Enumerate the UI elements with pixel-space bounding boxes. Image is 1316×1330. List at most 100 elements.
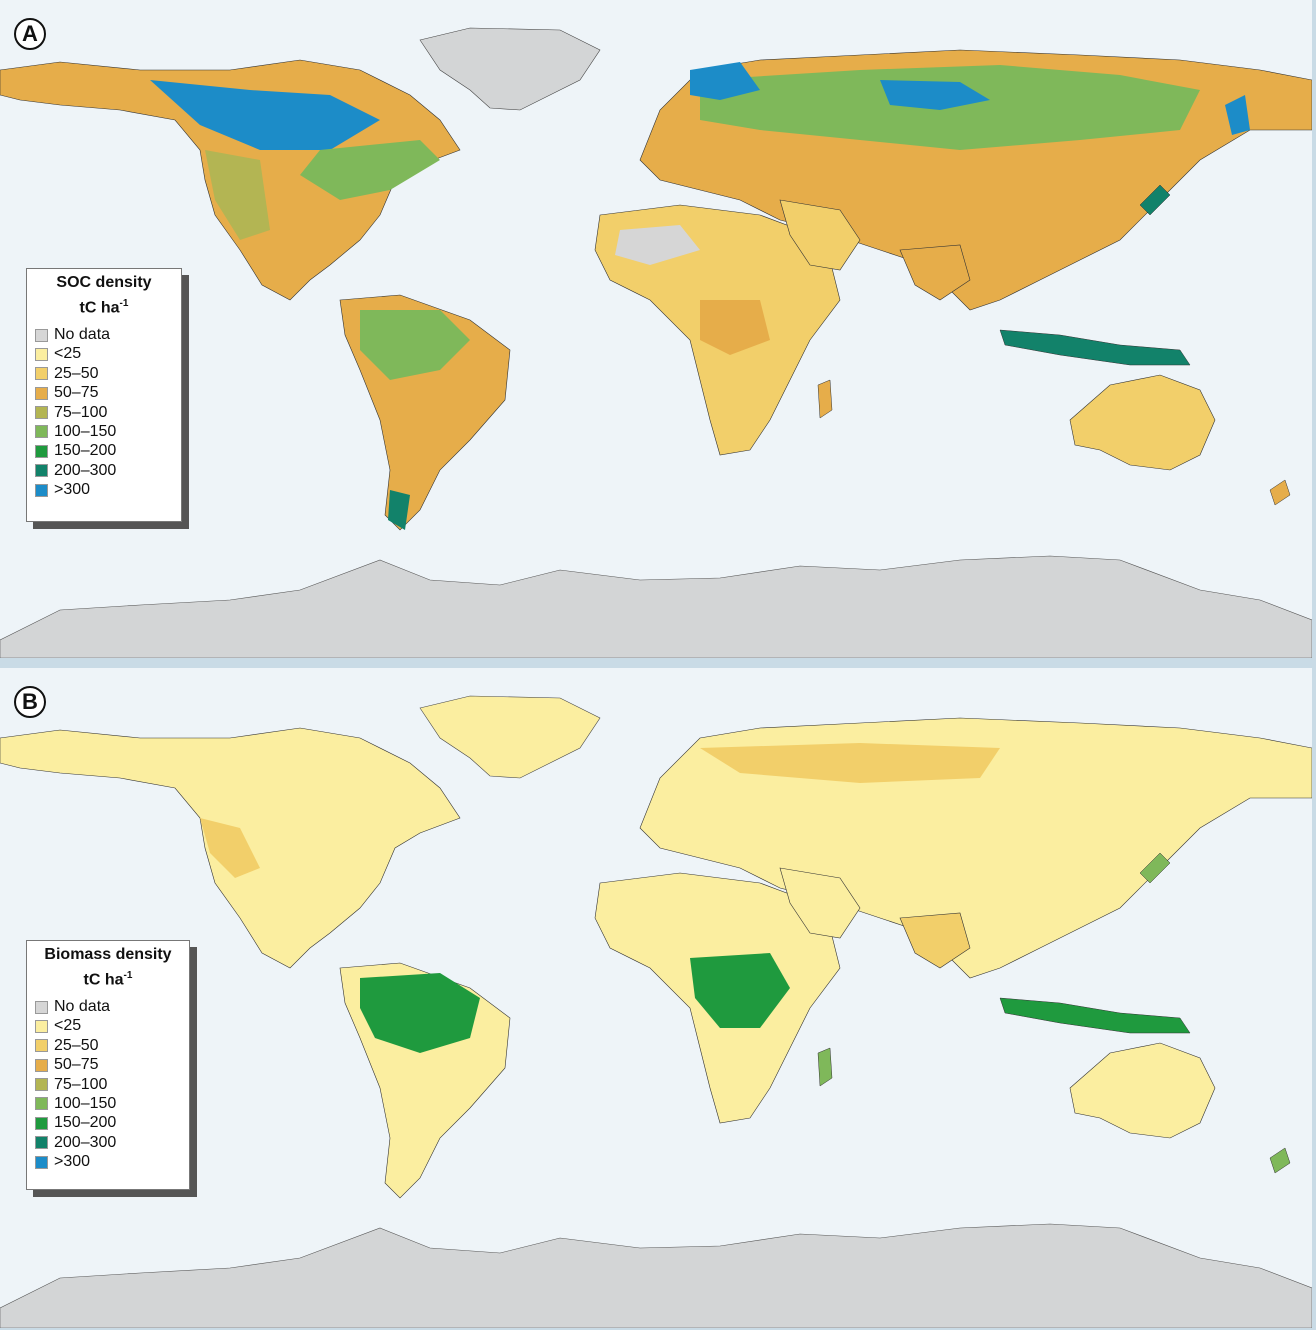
patagonia-soc [388,490,410,530]
legend-item-label: <25 [54,345,82,363]
legend-swatch [35,367,48,381]
legend-item: 25–50 [35,364,173,383]
madagascar-landmass [817,1047,833,1087]
biomass-density-map-panel: B [0,668,1312,1328]
legend-item-label: 200–300 [54,1133,117,1151]
legend-item: >300 [35,1152,181,1171]
congo-biomass [690,953,790,1028]
panel-label-a: A [14,18,46,50]
legend-item-label: 100–150 [54,422,117,440]
japan-landmass [1139,852,1171,884]
arabia-landmass [779,867,861,939]
legend-title: SOC density [56,274,152,291]
legend-item: <25 [35,1017,181,1036]
legend-swatch [35,1019,48,1033]
soc-density-map-panel: A [0,0,1312,658]
legend-swatch [35,1078,48,1092]
legend-item: 75–100 [35,1075,181,1094]
sahara-no-data [615,225,700,265]
legend-unit: tC ha-1 [35,293,173,319]
legend-swatch [35,386,48,400]
legend-item: 200–300 [35,1133,181,1152]
legend-swatch [35,483,48,497]
greenland-landmass [419,695,601,779]
scandinavia-soc [690,62,760,100]
legend-item-label: 50–75 [54,384,99,402]
biomass-density-legend: Biomass density tC ha-1 No data <25 25–50 5… [26,940,190,1190]
panel-label-b: B [14,686,46,718]
new-zealand-landmass [1269,1147,1291,1174]
legend-item: 75–100 [35,403,173,422]
legend-swatch [35,1136,48,1150]
legend-item-label: 25–50 [54,1036,99,1054]
legend-item: 150–200 [35,442,173,461]
amazon-biomass [360,973,480,1053]
legend-items: No data <25 25–50 50–75 75–100 100–150 150–200… [35,997,181,1172]
soc-density-world-map [0,27,1312,658]
legend-item-label: >300 [54,481,91,499]
north-america-forest-biomass [200,818,260,878]
legend-item: No data [35,325,173,344]
legend-item: 150–200 [35,1114,181,1133]
legend-item-label: 25–50 [54,364,99,382]
legend-swatch [35,1116,48,1130]
legend-item: 200–300 [35,461,173,480]
legend-unit-base: tC ha [83,971,124,989]
legend-item: 50–75 [35,1056,181,1075]
siberia-peat-soc [880,80,990,110]
legend-item-label: No data [54,326,111,344]
amazon-soc [360,310,470,380]
australia-landmass [1069,374,1216,471]
legend-swatch [35,425,48,439]
soc-density-legend: SOC density tC ha-1 No data <25 25–50 50–75… [26,268,182,522]
greenland-landmass [419,27,601,111]
antarctica-landmass [0,555,1312,658]
legend-unit: tC ha-1 [35,965,181,991]
legend-swatch [35,444,48,458]
legend-swatch [35,406,48,420]
madagascar-landmass [817,379,833,419]
legend-swatch [35,1058,48,1072]
congo-soc [700,300,770,355]
legend-swatch [35,1097,48,1111]
legend-item-label: No data [54,998,111,1016]
legend-unit-base: tC ha [79,299,120,317]
legend-item: 100–150 [35,1094,181,1113]
legend-swatch [35,1039,48,1053]
legend-item-label: 50–75 [54,1056,99,1074]
indonesia-landmass [999,329,1191,366]
legend-item-label: 150–200 [54,1114,117,1132]
north-america-west-soc [205,150,270,240]
legend-title: Biomass density [44,946,172,963]
indonesia-landmass [999,997,1191,1034]
legend-item: 50–75 [35,384,173,403]
legend-item: <25 [35,345,173,364]
india-landmass [899,912,971,969]
legend-item-label: 100–150 [54,1094,117,1112]
legend-item: >300 [35,480,173,499]
legend-swatch [35,347,48,361]
legend-item-label: 75–100 [54,403,108,421]
legend-swatch [35,464,48,478]
legend-items: No data <25 25–50 50–75 75–100 100–150 150–200… [35,325,173,500]
legend-swatch [35,1155,48,1169]
legend-item: 100–150 [35,422,173,441]
japan-landmass [1139,184,1171,216]
legend-swatch [35,328,48,342]
legend-unit-exponent: -1 [119,298,129,309]
legend-swatch [35,1000,48,1014]
new-zealand-landmass [1269,479,1291,506]
legend-unit-exponent: -1 [123,970,133,981]
boreal-biomass [700,743,1000,783]
legend-item: No data [35,997,181,1016]
arabia-landmass [779,199,861,271]
australia-landmass [1069,1042,1216,1139]
legend-item-label: 150–200 [54,442,117,460]
legend-item-label: 75–100 [54,1075,108,1093]
kamchatka-soc [1225,95,1250,135]
north-america-east-soc [300,140,440,200]
antarctica-landmass [0,1223,1312,1328]
legend-item-label: 200–300 [54,461,117,479]
legend-item: 25–50 [35,1036,181,1055]
north-america-boreal-soc [150,80,380,150]
